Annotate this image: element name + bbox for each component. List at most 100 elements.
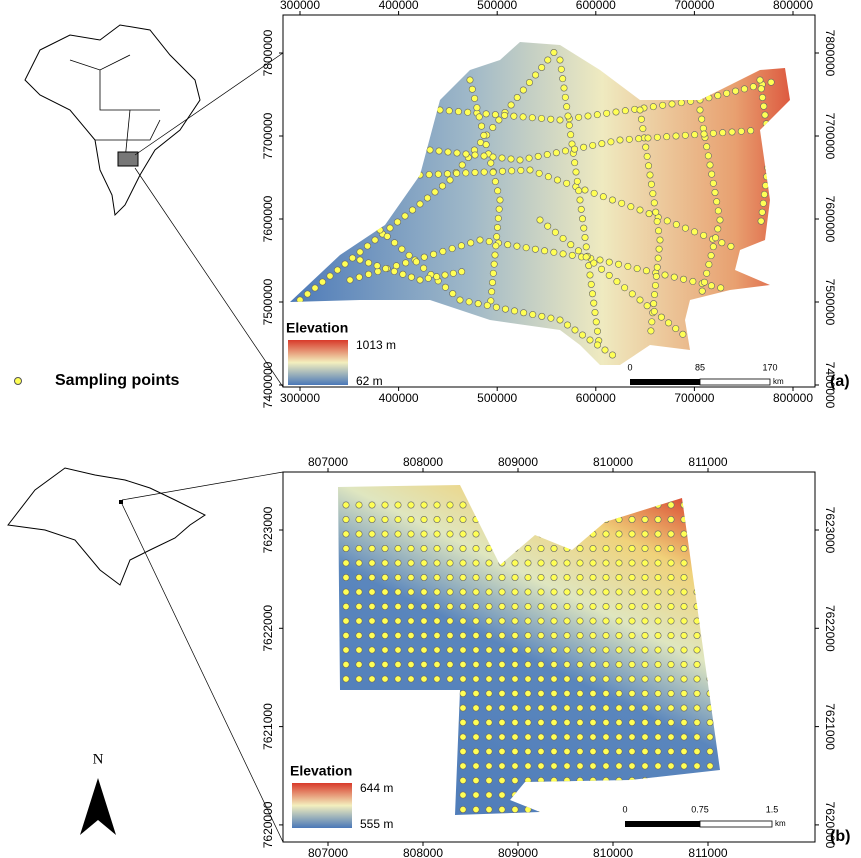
sampling-point xyxy=(616,574,622,580)
sampling-point xyxy=(571,146,577,152)
sampling-point xyxy=(590,806,596,812)
sampling-point xyxy=(582,234,588,240)
sampling-point xyxy=(642,618,648,624)
sampling-point xyxy=(406,252,412,258)
sampling-point xyxy=(707,792,713,798)
sampling-point xyxy=(473,763,479,769)
sampling-point xyxy=(343,632,349,638)
sampling-point xyxy=(473,516,479,522)
sampling-point xyxy=(473,705,479,711)
sampling-point xyxy=(694,777,700,783)
scale-label: 0 xyxy=(627,362,632,372)
sampling-point xyxy=(395,777,401,783)
sampling-point xyxy=(525,516,531,522)
sampling-point xyxy=(712,189,718,195)
sampling-point xyxy=(608,139,614,145)
sampling-point xyxy=(442,284,448,290)
sampling-point xyxy=(382,502,388,508)
sampling-point xyxy=(551,734,557,740)
sampling-point xyxy=(577,545,583,551)
sampling-point xyxy=(767,147,773,153)
y-tick-label-left: 7622000 xyxy=(261,605,275,652)
sampling-point xyxy=(343,676,349,682)
sampling-point xyxy=(564,792,570,798)
sampling-point xyxy=(766,156,772,162)
sampling-point xyxy=(460,618,466,624)
sampling-point xyxy=(655,748,661,754)
sampling-point xyxy=(343,734,349,740)
sampling-point xyxy=(551,574,557,580)
sampling-point xyxy=(644,153,650,159)
sampling-point xyxy=(642,560,648,566)
sampling-point xyxy=(551,632,557,638)
sampling-point xyxy=(538,64,544,70)
sampling-point xyxy=(680,331,686,337)
sampling-point xyxy=(447,603,453,609)
y-tick-label-left: 7620000 xyxy=(261,801,275,848)
sampling-point xyxy=(486,777,492,783)
sampling-point xyxy=(603,676,609,682)
sampling-point xyxy=(659,102,665,108)
sampling-point xyxy=(421,531,427,537)
sampling-point xyxy=(766,138,772,144)
sampling-point xyxy=(499,690,505,696)
y-tick-label-left: 7600000 xyxy=(261,195,275,242)
sampling-point xyxy=(486,502,492,508)
sampling-point xyxy=(527,167,533,173)
sampling-point xyxy=(655,255,661,261)
sampling-point xyxy=(445,149,451,155)
sampling-point xyxy=(382,618,388,624)
sampling-point xyxy=(486,603,492,609)
sampling-point xyxy=(427,147,433,153)
sampling-point xyxy=(538,777,544,783)
sampling-point xyxy=(645,163,651,169)
sampling-point xyxy=(650,190,656,196)
sampling-point xyxy=(517,157,523,163)
sampling-point xyxy=(710,180,716,186)
sampling-point xyxy=(664,218,670,224)
sampling-point xyxy=(655,705,661,711)
sampling-point xyxy=(616,589,622,595)
sampling-point xyxy=(439,183,445,189)
sampling-point xyxy=(512,531,518,537)
sampling-point xyxy=(759,94,765,100)
sampling-point xyxy=(551,545,557,551)
sampling-point xyxy=(434,545,440,551)
sampling-point xyxy=(382,560,388,566)
sampling-point xyxy=(538,719,544,725)
sampling-point xyxy=(583,254,589,260)
sampling-point xyxy=(551,676,557,682)
sampling-point xyxy=(473,748,479,754)
sampling-point xyxy=(681,777,687,783)
x-tick-label-top: 800000 xyxy=(773,0,813,12)
sampling-point xyxy=(437,107,443,113)
sampling-point xyxy=(434,763,440,769)
x-tick-label-top: 810000 xyxy=(593,455,633,469)
sampling-point xyxy=(525,545,531,551)
sampling-point xyxy=(343,748,349,754)
sampling-point xyxy=(577,748,583,754)
sampling-point xyxy=(655,792,661,798)
sampling-point xyxy=(707,734,713,740)
sampling-point xyxy=(525,719,531,725)
sampling-point xyxy=(473,632,479,638)
sampling-point xyxy=(490,270,496,276)
sampling-point xyxy=(629,291,635,297)
study-area-a xyxy=(118,152,138,166)
sampling-point xyxy=(343,560,349,566)
sampling-point xyxy=(616,748,622,754)
sampling-point xyxy=(569,252,575,258)
x-tick-label-bottom: 811000 xyxy=(688,846,727,858)
brazil-inset xyxy=(25,25,200,215)
sampling-point xyxy=(369,560,375,566)
sampling-point xyxy=(460,748,466,754)
sampling-point xyxy=(460,516,466,522)
sampling-point xyxy=(395,705,401,711)
sampling-point xyxy=(732,88,738,94)
sampling-point xyxy=(538,734,544,740)
sampling-point xyxy=(760,200,766,206)
sampling-point xyxy=(499,574,505,580)
sampling-point xyxy=(447,690,453,696)
sampling-point xyxy=(655,574,661,580)
sampling-point xyxy=(577,589,583,595)
